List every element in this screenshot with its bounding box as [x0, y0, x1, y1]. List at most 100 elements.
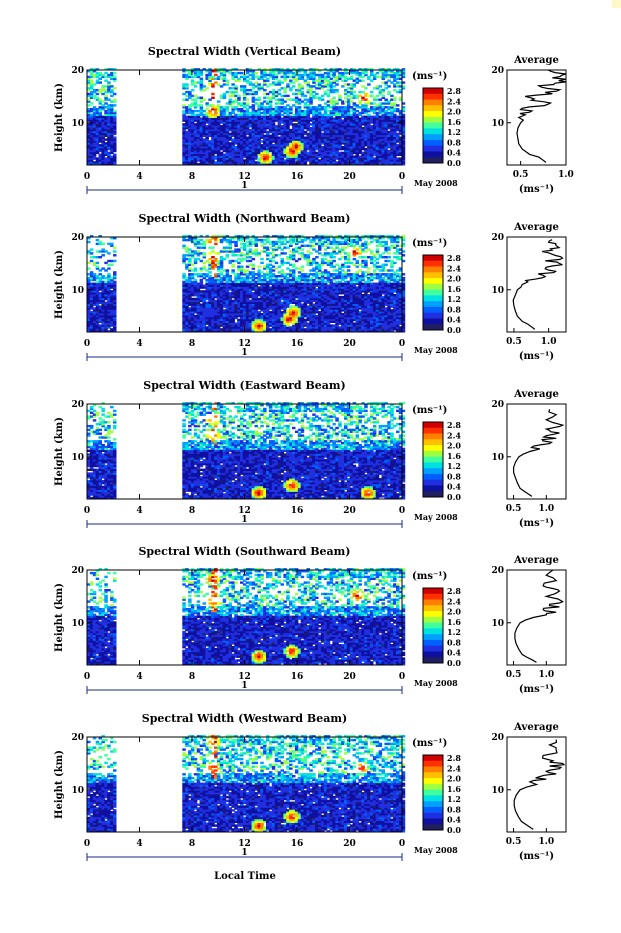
heatmap-cell: [387, 85, 391, 87]
heatmap-cell: [255, 248, 259, 250]
heatmap-cell: [113, 271, 117, 273]
colorbar-swatch: [423, 117, 443, 123]
heatmap-cell: [226, 80, 230, 82]
profile-y-tick-label: 20: [491, 66, 504, 76]
colorbar-swatch: [423, 151, 443, 157]
heatmap-cell: [113, 250, 117, 252]
heatmap-cell: [396, 104, 400, 106]
heatmap-cell: [203, 99, 207, 101]
x-tick-label: 16: [291, 172, 304, 182]
heatmap-cell: [338, 95, 342, 97]
heatmap-cell: [240, 266, 244, 268]
x-tick-label: 8: [189, 172, 195, 182]
heatmap-cell: [101, 254, 105, 256]
heatmap-cell: [185, 83, 189, 85]
colorbar-swatch: [423, 100, 443, 106]
heatmap-cell: [231, 264, 235, 266]
profile-x-label: (ms⁻¹): [519, 184, 554, 195]
heatmap-cell: [304, 95, 308, 97]
heatmap-cell: [260, 258, 264, 260]
heatmap-cell: [87, 241, 91, 243]
heatmap-cell: [231, 269, 235, 271]
heatmap-cell: [113, 104, 117, 106]
heatmap-cell: [113, 76, 117, 78]
x-tick-label: 20: [343, 172, 356, 182]
heatmap-cell: [107, 81, 111, 83]
day-label: 1: [241, 181, 247, 191]
x-tick-label: 0: [399, 172, 405, 182]
colorbar-swatch: [423, 128, 443, 134]
heatmap-cell: [211, 93, 215, 95]
colorbar-swatch: [423, 146, 443, 152]
heatmap-cell: [214, 243, 218, 245]
y-tick-label: 10: [71, 119, 84, 129]
colorbar-swatch: [423, 134, 443, 140]
heatmap-cell: [113, 247, 117, 249]
panel-title: Spectral Width (Vertical Beam): [148, 45, 341, 58]
heatmap-cell: [237, 95, 241, 97]
heatmap-cell: [194, 85, 198, 87]
x-tick-label: 4: [136, 172, 142, 182]
heatmap-cell: [332, 97, 336, 99]
heatmap-cell: [113, 99, 117, 101]
heatmap-cell: [246, 99, 250, 101]
heatmap-cell: [101, 243, 105, 245]
heatmap-cell: [110, 243, 114, 245]
heatmap-cell: [96, 266, 100, 268]
panel-1: Spectral Width (Vertical Beam)Height (km…: [54, 45, 574, 195]
heatmap-cell: [113, 137, 117, 139]
colorbar-swatch: [423, 105, 443, 111]
colorbar-tick: 0.4: [447, 148, 461, 158]
heatmap-cell: [113, 254, 117, 256]
heatmap-cell: [203, 252, 207, 254]
profile-x-tick-label: 0.5: [513, 170, 529, 180]
heatmap-cell: [113, 110, 117, 112]
profile-y-tick-label: 10: [491, 119, 504, 129]
panel-2: Spectral Width (Northward Beam)Height (k…: [54, 212, 566, 362]
heatmap-cell: [107, 267, 111, 269]
heatmap-cell: [393, 97, 397, 99]
heatmap-cell: [113, 281, 117, 283]
heatmap-cell: [194, 279, 198, 281]
profile-title: Average: [513, 55, 559, 66]
heatmap-cell: [113, 154, 117, 156]
heatmap-cell: [367, 83, 371, 85]
heatmap-cell: [90, 252, 94, 254]
heatmap-cell: [257, 97, 261, 99]
heatmap-cell: [370, 91, 374, 93]
heatmap-cell: [234, 85, 238, 87]
heatmap-cell: [298, 106, 302, 108]
heatmap-cell: [307, 81, 311, 83]
colorbar-tick: 0.0: [447, 158, 461, 168]
heatmap-cell: [252, 264, 256, 266]
heatmap-cell: [301, 91, 305, 93]
heatmap-cell: [211, 97, 215, 99]
heatmap-cell: [110, 264, 114, 266]
colorbar-tick: 0.8: [447, 137, 461, 147]
heatmap-cell: [229, 275, 233, 277]
y-axis-label: Height (km): [54, 250, 65, 319]
heatmap-cell: [99, 81, 103, 83]
colorbar-tick: 1.6: [447, 117, 461, 127]
heatmap-cell: [292, 85, 296, 87]
colorbar-swatch: [423, 94, 443, 100]
profile-line: [517, 70, 566, 162]
colorbar-tick: 2.8: [447, 86, 461, 96]
heatmap-cell: [286, 95, 290, 97]
colorbar-unit: (ms⁻¹): [412, 71, 447, 82]
corner-marker: [612, 0, 621, 8]
heatmap-cell: [301, 85, 305, 87]
colorbar-swatch: [423, 88, 443, 94]
heatmap-cell: [315, 93, 319, 95]
heatmap-cell: [107, 273, 111, 275]
heatmap-cell: [194, 267, 198, 269]
heatmap-cell: [90, 248, 94, 250]
heatmap-cell: [382, 95, 386, 97]
heatmap-cell: [113, 72, 117, 74]
heatmap-cell: [226, 269, 230, 271]
heatmap-cell: [87, 267, 91, 269]
heatmap-cell: [217, 100, 221, 102]
heatmap-cell: [335, 89, 339, 91]
